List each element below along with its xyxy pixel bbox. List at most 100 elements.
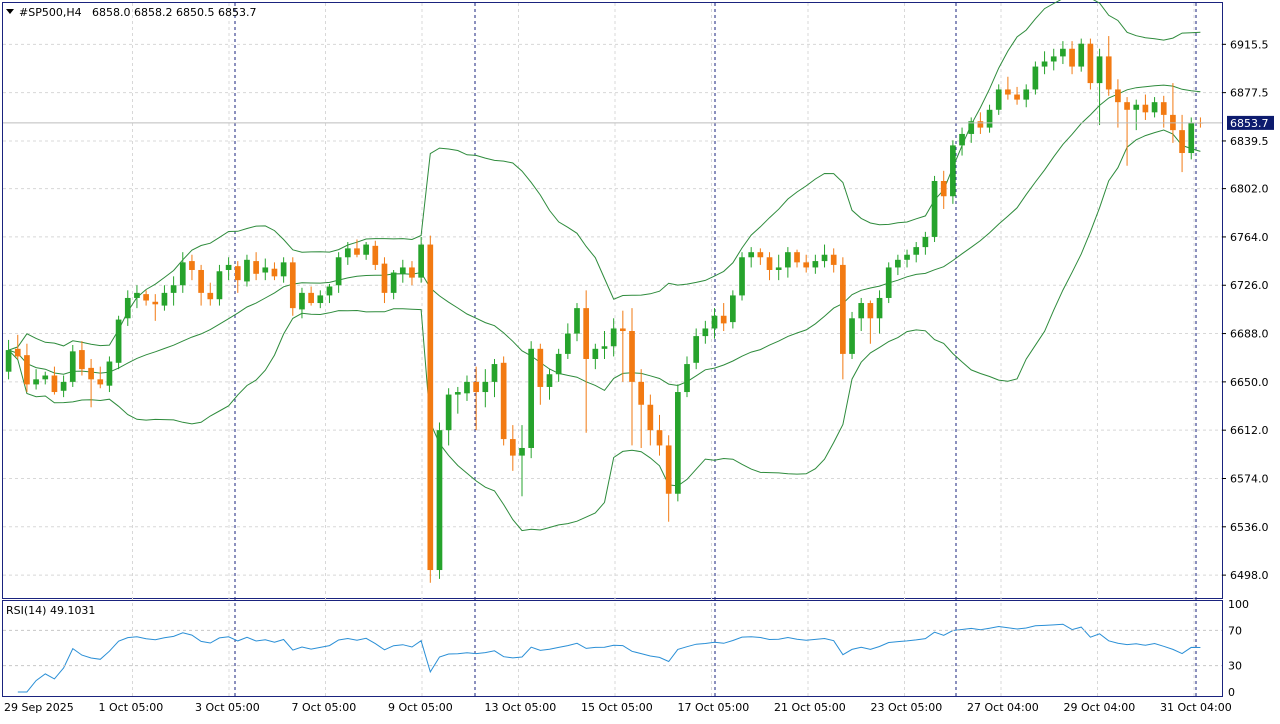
candle[interactable] (454, 386, 461, 414)
candle[interactable] (509, 425, 516, 471)
candle[interactable] (280, 257, 287, 283)
candle[interactable] (271, 262, 278, 281)
candle[interactable] (904, 249, 910, 268)
candle[interactable] (610, 318, 617, 357)
candle[interactable] (399, 259, 406, 283)
candle[interactable] (950, 140, 956, 204)
candle[interactable] (69, 344, 76, 387)
candle[interactable] (289, 257, 296, 316)
candle[interactable] (198, 264, 204, 306)
candle[interactable] (1041, 51, 1048, 75)
candle[interactable] (1087, 38, 1094, 90)
candle[interactable] (473, 366, 479, 431)
candle[interactable] (537, 343, 544, 405)
candle[interactable] (1078, 38, 1085, 72)
candle[interactable] (24, 343, 30, 393)
candle[interactable] (931, 175, 938, 243)
candle[interactable] (995, 84, 1002, 115)
candle[interactable] (720, 303, 727, 332)
candle[interactable] (79, 341, 85, 376)
candle[interactable] (1032, 61, 1039, 95)
candle[interactable] (675, 384, 681, 502)
candle[interactable] (564, 323, 571, 359)
candle[interactable] (913, 242, 920, 263)
candle[interactable] (684, 356, 690, 398)
candle[interactable] (1105, 36, 1112, 96)
candle[interactable] (308, 286, 314, 306)
candle[interactable] (574, 303, 580, 342)
candle[interactable] (858, 297, 865, 332)
candle[interactable] (665, 435, 672, 522)
candle[interactable] (134, 285, 140, 309)
candle[interactable] (519, 425, 525, 497)
candle[interactable] (656, 414, 663, 456)
candle[interactable] (14, 334, 21, 359)
candle[interactable] (170, 276, 177, 306)
candle[interactable] (546, 369, 553, 400)
candle[interactable] (959, 127, 965, 156)
candle[interactable] (1124, 97, 1130, 166)
candle[interactable] (1060, 41, 1066, 65)
candle[interactable] (390, 269, 397, 300)
candle[interactable] (1096, 48, 1103, 126)
candle[interactable] (115, 315, 122, 370)
candle[interactable] (464, 375, 470, 401)
candle[interactable] (418, 236, 424, 283)
candle[interactable] (1005, 76, 1011, 100)
candle[interactable] (354, 239, 360, 258)
candle[interactable] (592, 343, 599, 370)
chart-header[interactable]: #SP500,H4 6858.0 6858.2 6850.5 6853.7 (6, 6, 256, 19)
triangle-down-icon[interactable] (6, 9, 14, 14)
candle[interactable] (234, 261, 241, 293)
candle[interactable] (33, 369, 39, 390)
candle[interactable] (436, 422, 443, 579)
candle[interactable] (1142, 94, 1149, 120)
candle[interactable] (372, 240, 379, 270)
candle[interactable] (381, 257, 388, 304)
candle[interactable] (124, 290, 131, 326)
candle[interactable] (1069, 41, 1075, 75)
candle[interactable] (528, 341, 534, 459)
candle[interactable] (766, 252, 773, 281)
candle[interactable] (867, 300, 874, 344)
candle[interactable] (555, 348, 562, 382)
candle[interactable] (638, 369, 645, 448)
candle[interactable] (253, 252, 259, 281)
candle[interactable] (1133, 99, 1140, 131)
candle[interactable] (161, 285, 168, 311)
candle[interactable] (326, 283, 333, 304)
candle[interactable] (1115, 79, 1121, 128)
candle[interactable] (225, 257, 232, 281)
candle[interactable] (42, 371, 49, 385)
candle[interactable] (491, 358, 498, 398)
candle[interactable] (409, 261, 415, 286)
candle[interactable] (840, 257, 846, 380)
candle[interactable] (647, 394, 654, 446)
candle[interactable] (812, 254, 819, 274)
candle[interactable] (940, 170, 947, 209)
candle[interactable] (748, 247, 755, 268)
candle[interactable] (702, 320, 709, 344)
candle[interactable] (775, 254, 782, 281)
candle[interactable] (216, 264, 223, 306)
candle[interactable] (143, 290, 149, 306)
candle[interactable] (821, 244, 828, 268)
candle[interactable] (711, 308, 718, 339)
candle[interactable] (1023, 84, 1030, 108)
candle[interactable] (876, 290, 883, 334)
candle[interactable] (317, 290, 324, 309)
candle[interactable] (51, 366, 58, 395)
candle[interactable] (629, 308, 635, 446)
candle[interactable] (601, 331, 608, 359)
candles-group[interactable] (5, 36, 1204, 583)
candle[interactable] (152, 294, 159, 321)
candle[interactable] (1014, 86, 1020, 105)
candle[interactable] (968, 117, 975, 143)
candle[interactable] (730, 290, 736, 329)
candle[interactable] (106, 356, 113, 393)
candle[interactable] (60, 375, 67, 398)
candle[interactable] (739, 252, 745, 301)
candle[interactable] (363, 242, 369, 260)
